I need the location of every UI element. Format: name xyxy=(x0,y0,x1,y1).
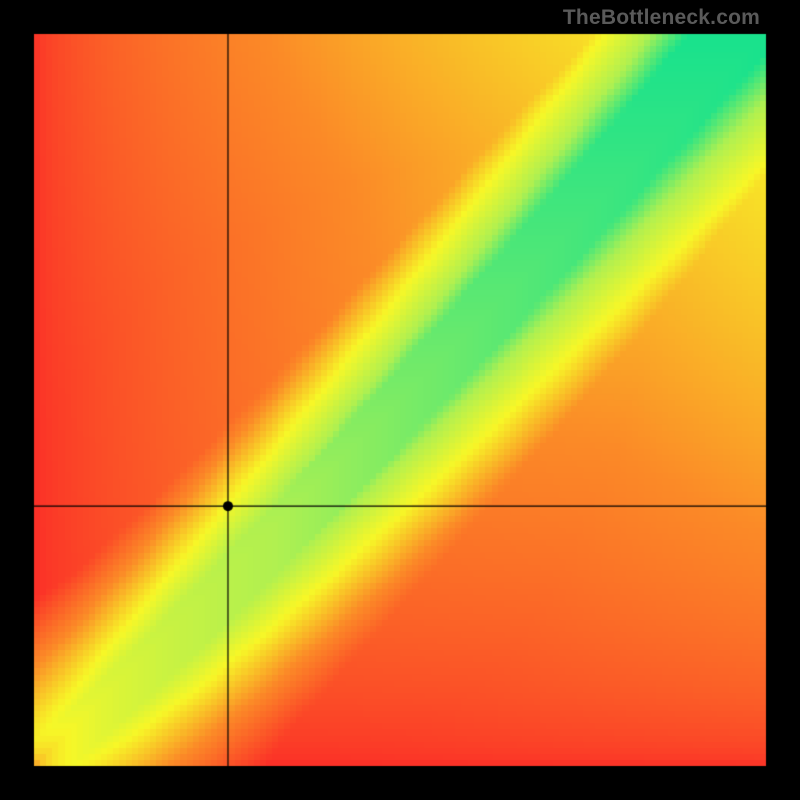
watermark-text: TheBottleneck.com xyxy=(563,6,760,30)
bottleneck-heatmap xyxy=(0,0,800,800)
